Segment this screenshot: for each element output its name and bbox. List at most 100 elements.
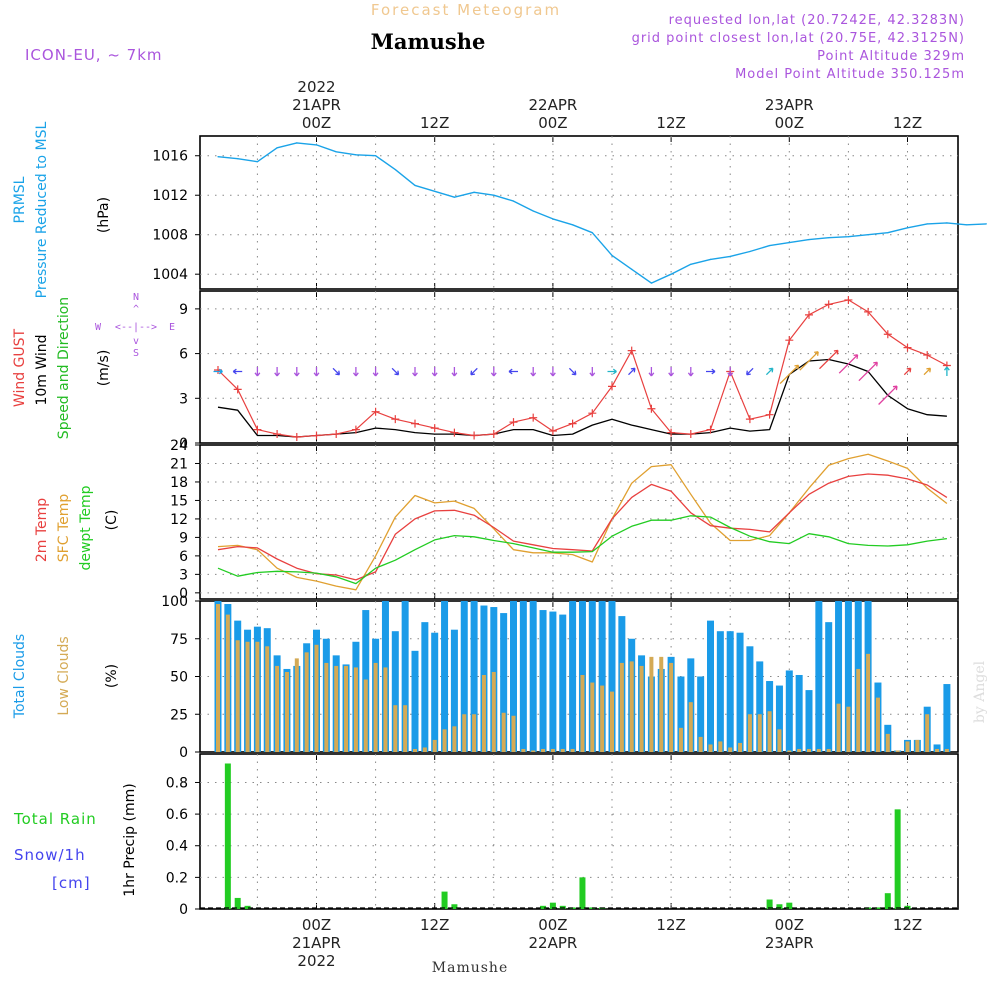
pressure-point [434, 190, 436, 192]
total-cloud-bar [539, 610, 547, 752]
wind10m-label: 10m Wind [34, 334, 50, 405]
gust-marker [864, 307, 873, 316]
compass-rose: N ^ W <--|--> E v S [95, 292, 175, 359]
pressure-unit-label: (hPa) [96, 197, 112, 233]
total-cloud-bar [697, 676, 705, 752]
low-cloud-bar [255, 641, 260, 752]
pressure-point [985, 223, 987, 225]
pressure-point [808, 239, 810, 241]
wind-direction-arrow [648, 367, 655, 377]
wind-direction-arrow [372, 367, 379, 377]
y-tick-label: 0.8 [166, 775, 188, 791]
sfc-temp-label: SFC Temp [56, 494, 72, 563]
wind-direction-arrow [943, 366, 950, 376]
gust-marker [903, 343, 912, 352]
low-cloud-bar [649, 656, 654, 752]
total-cloud-bar [608, 601, 616, 752]
low-cloud-bar [836, 703, 841, 752]
low-cloud-bar [403, 705, 408, 752]
y-tick-label: 18 [170, 475, 188, 491]
low-cloud-bar [452, 726, 457, 752]
total-cloud-bar [411, 650, 419, 752]
pressure-msl-label: Pressure Reduced to MSL [34, 121, 50, 298]
requested-coords: requested lon,lat (20.7242E, 42.3283N) [669, 13, 965, 28]
y-tick-label: 15 [170, 493, 188, 509]
gust-marker [312, 431, 321, 440]
total-cloud-bar [470, 601, 478, 752]
low-cloud-bar [619, 662, 624, 752]
time-axis-label: 12Z [656, 114, 685, 132]
wind-direction-arrow [549, 367, 556, 377]
cloud-labels: Total Clouds Low Clouds (%) [12, 634, 120, 719]
point-altitude: Point Altitude 329m [817, 49, 965, 64]
rain-bar [884, 893, 891, 909]
wind-direction-arrow [213, 368, 223, 375]
total-cloud-bar [805, 690, 813, 752]
total-cloud-bar [707, 620, 714, 752]
pressure-point [650, 282, 653, 284]
pressure-panel [217, 142, 987, 284]
low-cloud-bar [353, 667, 358, 752]
time-axis-label: 00Z [302, 916, 331, 934]
time-axis-label: 21APR [292, 96, 341, 114]
rain-labels: Total Rain Snow/1h [cm] 1hr Precip (mm) [13, 783, 138, 896]
panel-frame [199, 290, 959, 444]
low-cloud-bar [275, 665, 280, 752]
wind-direction-arrow [412, 367, 418, 377]
low-cloud-bar [807, 748, 811, 752]
low-cloud-bar [550, 748, 555, 752]
low-cloud-bar [481, 674, 486, 752]
wind-direction-arrow [746, 367, 754, 376]
total-cloud-bar [588, 601, 596, 752]
total-cloud-bar [775, 685, 783, 752]
low-cloud-bar [856, 668, 861, 752]
t2m-label: 2m Temp [34, 498, 50, 562]
total-cloud-bar [716, 631, 724, 752]
temperature-labels: 2m Temp SFC Temp dewpt Temp (C) [34, 485, 120, 570]
pressure-point [946, 222, 948, 224]
total-cloud-bar [736, 632, 744, 752]
panel-frame [199, 135, 959, 290]
time-axis-label: 00Z [775, 916, 804, 934]
y-tick-label: 100 [161, 594, 188, 610]
low-cloud-bar [413, 748, 417, 752]
y-tick-label: 50 [170, 670, 188, 686]
low-cloud-bar [294, 658, 299, 752]
pressure-point [906, 227, 909, 229]
total-cloud-bar [746, 646, 754, 752]
model-altitude: Model Point Altitude 350.125m [735, 67, 965, 82]
wind-direction-arrow [819, 349, 839, 370]
y-tick-label: 6 [179, 347, 188, 363]
low-cloud-bar [541, 748, 546, 752]
y-tick-label: 12 [170, 512, 188, 528]
wind-direction-arrow [589, 367, 596, 377]
time-axis-label: 21APR [292, 934, 341, 952]
low-cloud-bar [324, 662, 329, 752]
wind-direction-arrow [878, 385, 898, 405]
low-cloud-bar [688, 702, 693, 752]
pressure-point [749, 250, 751, 253]
gust-marker [391, 415, 400, 424]
t2m-line [217, 473, 948, 581]
pressure-point [552, 218, 554, 220]
low-cloud-bar [245, 641, 250, 752]
y-tick-label: 0.4 [166, 839, 188, 855]
time-axis-label: 23APR [765, 96, 814, 114]
pressure-point [237, 158, 239, 160]
rain-bar [234, 897, 241, 909]
low-cloud-bar [511, 715, 516, 752]
rain-bar [244, 905, 251, 909]
panel-frame [199, 753, 959, 910]
low-cloud-bar [600, 685, 605, 752]
pressure-point [296, 142, 298, 144]
compass-w: W [95, 322, 102, 333]
y-tick-label: 6 [179, 549, 188, 565]
wind-direction-arrow [313, 367, 320, 377]
pressure-point [394, 168, 396, 171]
low-cloud-bar [777, 729, 782, 752]
rain-bar [224, 763, 231, 909]
wind-direction-arrow [470, 367, 478, 376]
gust-marker [253, 425, 262, 434]
pressure-point [572, 224, 574, 226]
